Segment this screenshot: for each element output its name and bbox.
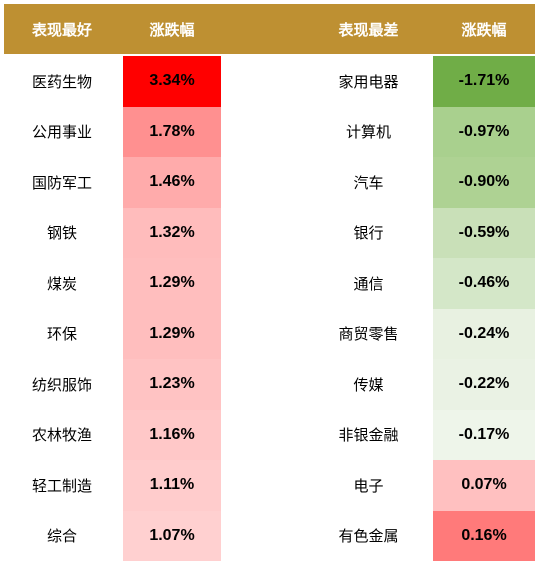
header-cell: 涨跌幅: [149, 20, 195, 39]
sector-cell: 公用事业: [31, 123, 92, 142]
change-cell: 1.16%: [123, 409, 221, 460]
change-cell: 1.23%: [123, 359, 221, 410]
sector-cell: 电子: [353, 476, 384, 495]
sector-cell: 有色金属: [338, 527, 399, 546]
change-cell: 1.29%: [123, 308, 221, 359]
sector-cell: 综合: [46, 527, 77, 546]
sector-cell: 钢铁: [46, 224, 77, 243]
change-cell: 1.07%: [123, 510, 221, 561]
change-cell: -0.24%: [433, 308, 535, 359]
change-cell: -0.17%: [433, 409, 535, 460]
change-cell: 1.11%: [123, 460, 221, 511]
change-cell: -0.90%: [433, 157, 535, 208]
header-bar: [4, 4, 535, 54]
change-cell: -0.59%: [433, 207, 535, 258]
change-cell: -0.97%: [433, 106, 535, 157]
change-cell: -1.71%: [433, 56, 535, 107]
change-cell: -0.46%: [433, 258, 535, 309]
header-cell: 表现最差: [338, 20, 399, 39]
sector-cell: 医药生物: [31, 72, 92, 91]
sector-cell: 银行: [353, 224, 384, 243]
sector-cell: 非银金融: [338, 426, 399, 445]
change-cell: 1.78%: [123, 106, 221, 157]
sector-cell: 商贸零售: [338, 325, 399, 344]
change-cell: 0.16%: [433, 510, 535, 561]
sector-cell: 通信: [353, 274, 384, 293]
sector-cell: 煤炭: [46, 274, 77, 293]
change-cell: 1.46%: [123, 157, 221, 208]
sector-cell: 纺织服饰: [31, 375, 92, 394]
sector-cell: 轻工制造: [31, 476, 92, 495]
sector-cell: 环保: [46, 325, 77, 344]
header-cell: 涨跌幅: [461, 20, 507, 39]
sector-cell: 农林牧渔: [31, 426, 92, 445]
sector-cell: 计算机: [345, 123, 391, 142]
sector-cell: 传媒: [353, 375, 384, 394]
change-cell: 1.29%: [123, 258, 221, 309]
sector-cell: 国防军工: [31, 173, 92, 192]
change-cell: -0.22%: [433, 359, 535, 410]
change-cell: 1.32%: [123, 207, 221, 258]
header-cell: 表现最好: [31, 20, 92, 39]
sector-cell: 家用电器: [338, 72, 399, 91]
change-cell: 3.34%: [123, 56, 221, 107]
sector-cell: 汽车: [353, 173, 384, 192]
change-cell: 0.07%: [433, 460, 535, 511]
